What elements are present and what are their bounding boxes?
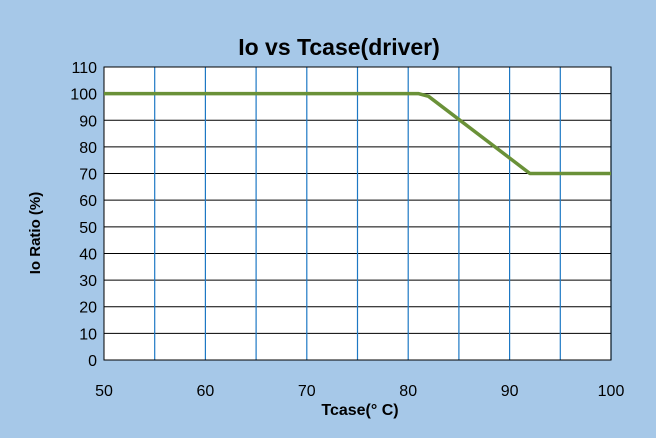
y-tick-label: 10: [79, 326, 97, 343]
x-tick-label: 70: [298, 383, 316, 400]
series-line: [104, 91, 611, 176]
y-tick-label: 50: [79, 220, 97, 237]
y-axis-label: Io Ratio (%): [27, 192, 44, 275]
y-tick-label: 0: [88, 353, 97, 370]
y-tick-label: 30: [79, 273, 97, 290]
x-tick-label: 60: [197, 383, 215, 400]
series-layer: [104, 91, 611, 176]
y-tick-label: 20: [79, 300, 97, 317]
y-tick-label: 110: [71, 60, 97, 77]
x-axis-label: Tcase(° C): [321, 402, 398, 419]
x-tick-label: 90: [501, 383, 519, 400]
y-tick-label: 40: [79, 246, 97, 263]
x-tick-label: 100: [598, 383, 625, 400]
y-tick-label: 80: [79, 140, 97, 157]
x-tick-label: 80: [399, 383, 417, 400]
chart-title: Io vs Tcase(driver): [238, 34, 440, 60]
y-tick-label: 90: [79, 113, 97, 130]
grid-lines: [104, 66, 612, 361]
y-tick-label: 100: [70, 87, 97, 104]
y-tick-label: 70: [79, 167, 97, 184]
x-tick-labels: 50 60 70 80 90 100: [95, 383, 624, 400]
y-tick-labels: 0 10 20 30 40 50 60 70 80 90 100 110: [70, 60, 97, 370]
plot-border: [103, 66, 612, 361]
x-tick-label: 50: [95, 383, 113, 400]
y-tick-label: 60: [79, 193, 97, 210]
